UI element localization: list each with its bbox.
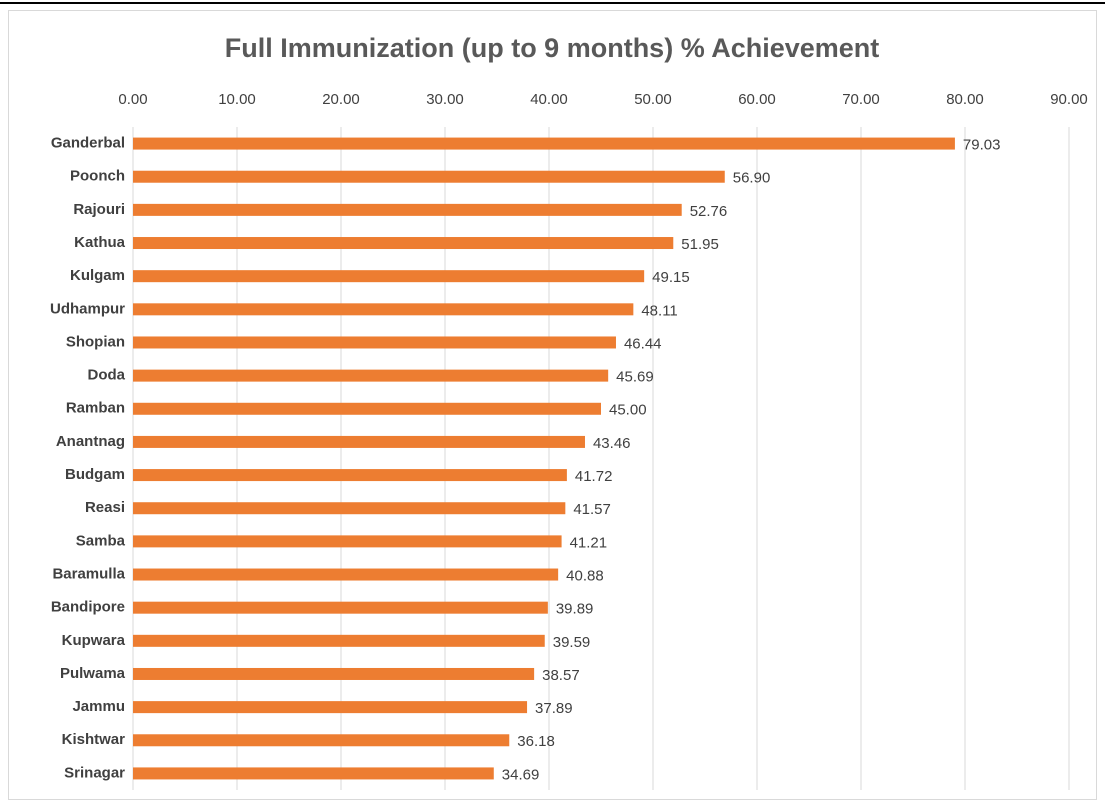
x-tick-label: 20.00 <box>322 91 360 108</box>
bar <box>133 734 510 747</box>
y-tick-label: Shopian <box>66 333 125 350</box>
bar <box>133 767 494 780</box>
data-label: 40.88 <box>566 567 604 584</box>
bar <box>133 170 725 183</box>
x-tick-label: 30.00 <box>426 91 464 108</box>
y-tick-label: Anantnag <box>56 433 125 450</box>
x-tick-label: 40.00 <box>530 91 568 108</box>
bar <box>133 701 528 714</box>
x-tick-label: 70.00 <box>842 91 880 108</box>
chart-title: Full Immunization (up to 9 months) % Ach… <box>225 33 880 63</box>
bar <box>133 336 616 349</box>
bar <box>133 303 634 316</box>
data-label: 79.03 <box>963 137 1001 154</box>
bar <box>133 402 601 415</box>
y-tick-label: Ramban <box>66 400 125 417</box>
y-tick-label: Kupwara <box>62 632 126 649</box>
x-tick-label: 60.00 <box>738 91 776 108</box>
data-label: 43.46 <box>593 435 631 452</box>
data-label: 38.57 <box>542 667 580 684</box>
data-label: 48.11 <box>641 302 677 319</box>
bar <box>133 369 609 382</box>
x-tick-label: 0.00 <box>118 91 147 108</box>
y-tick-label: Rajouri <box>73 201 125 218</box>
bar <box>133 237 674 250</box>
data-label: 37.89 <box>535 700 573 717</box>
y-tick-label: Kulgam <box>70 267 125 284</box>
data-label: 46.44 <box>624 335 662 352</box>
y-tick-label: Srinagar <box>64 764 125 781</box>
y-tick-label: Udhampur <box>50 300 125 317</box>
y-tick-label: Baramulla <box>52 565 125 582</box>
data-label: 56.90 <box>733 170 771 187</box>
bar <box>133 203 682 216</box>
y-tick-label: Budgam <box>65 466 125 483</box>
bar <box>133 535 562 548</box>
data-label: 39.89 <box>556 601 594 618</box>
chart-frame <box>8 10 1097 800</box>
bar <box>133 634 545 647</box>
data-label: 49.15 <box>652 269 690 286</box>
data-label: 45.69 <box>616 369 654 386</box>
data-label: 52.76 <box>690 203 728 220</box>
y-tick-label: Kishtwar <box>62 731 126 748</box>
data-label: 51.95 <box>681 236 719 253</box>
bar <box>133 270 645 283</box>
data-label: 45.00 <box>609 402 647 419</box>
x-tick-label: 80.00 <box>946 91 984 108</box>
x-tick-label: 50.00 <box>634 91 672 108</box>
bar <box>133 137 955 150</box>
y-tick-label: Jammu <box>72 698 125 715</box>
data-label: 41.72 <box>575 468 613 485</box>
y-tick-label: Reasi <box>85 499 125 516</box>
y-tick-label: Bandipore <box>51 599 125 616</box>
x-tick-label: 90.00 <box>1050 91 1088 108</box>
bar <box>133 469 567 482</box>
y-tick-label: Kathua <box>74 234 125 251</box>
data-label: 39.59 <box>553 634 591 651</box>
bar <box>133 502 566 515</box>
data-label: 41.57 <box>573 501 611 518</box>
bar <box>133 568 559 581</box>
data-label: 41.21 <box>570 534 608 551</box>
y-tick-label: Samba <box>76 532 126 549</box>
y-tick-label: Pulwama <box>60 665 126 682</box>
data-label: 36.18 <box>517 733 555 750</box>
data-label: 34.69 <box>502 766 540 783</box>
bar <box>133 667 535 680</box>
bar <box>133 601 548 614</box>
y-tick-label: Ganderbal <box>51 135 125 152</box>
x-tick-label: 10.00 <box>218 91 256 108</box>
y-tick-label: Doda <box>88 367 126 384</box>
y-tick-label: Poonch <box>70 168 125 185</box>
bar <box>133 435 585 448</box>
